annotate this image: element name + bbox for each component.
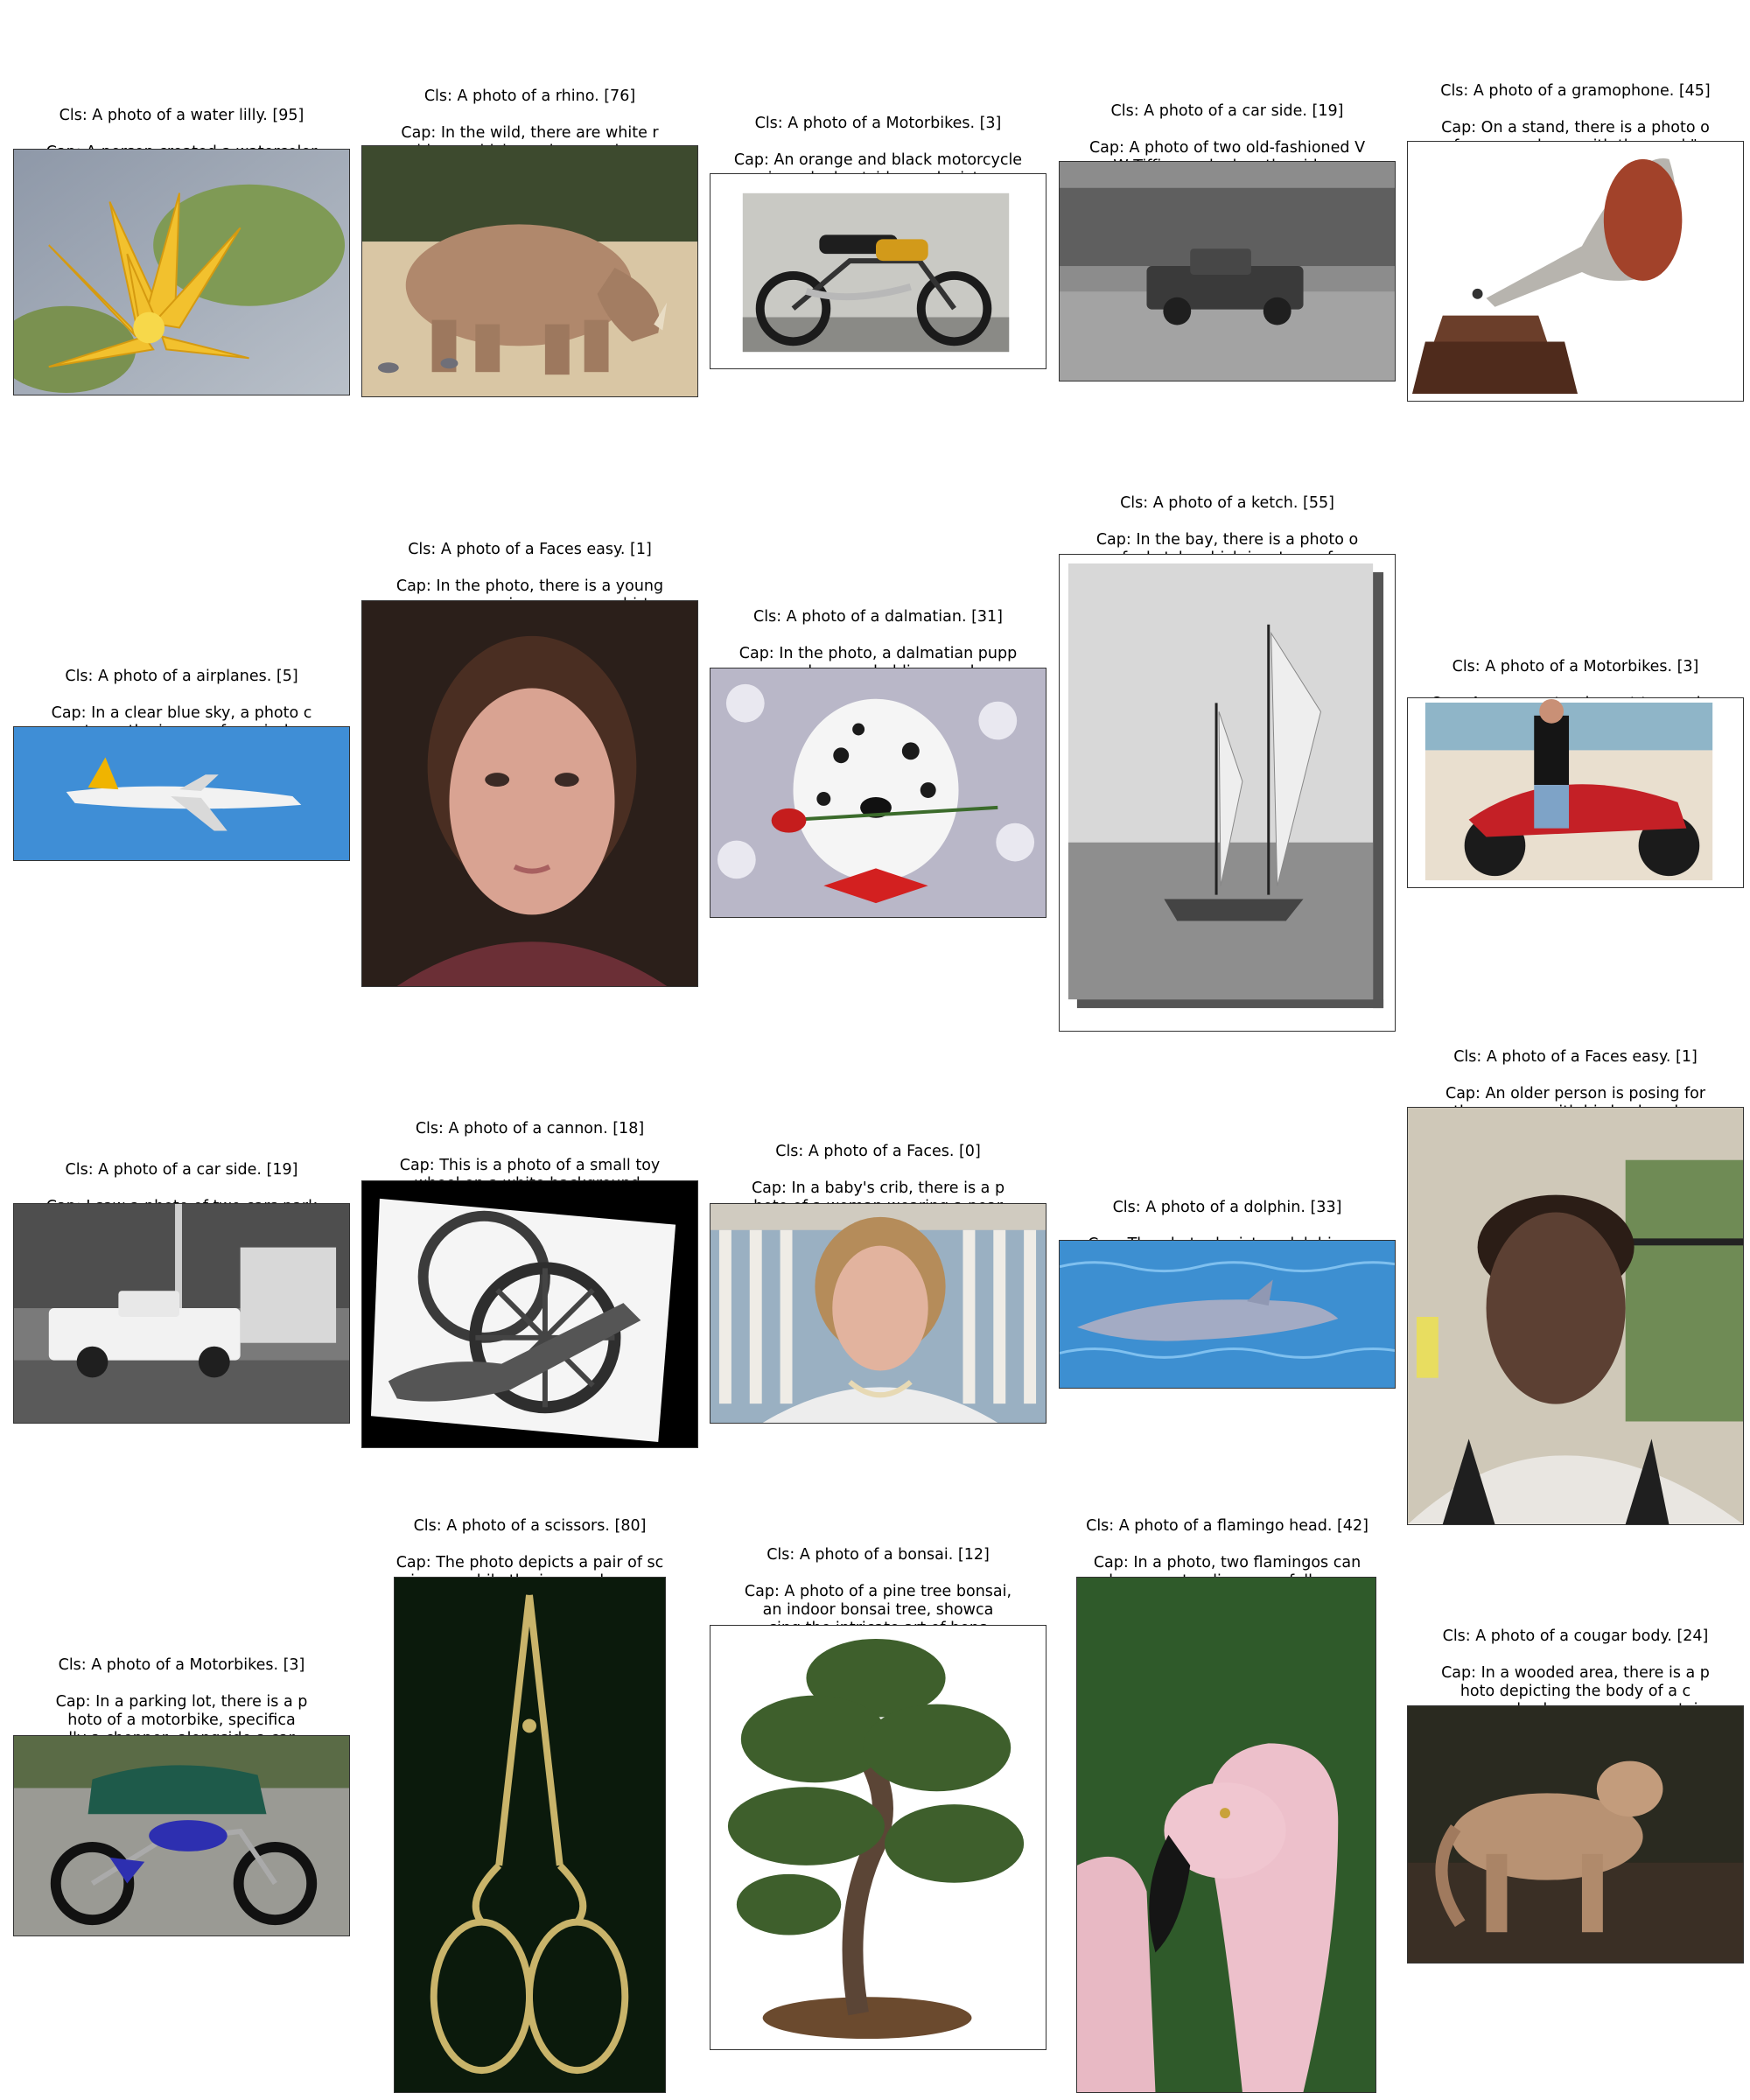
cls-label: Cls: A photo of a Motorbikes. [3] (58, 1656, 305, 1674)
face-woman-crib-image (710, 1203, 1046, 1424)
cls-label: Cls: A photo of a dalmatian. [31] (753, 608, 1003, 626)
cls-label: Cls: A photo of a flamingo head. [42] (1086, 1517, 1368, 1535)
flamingo-head-image (1076, 1577, 1376, 2093)
ketch-image (1059, 554, 1396, 1032)
cls-label: Cls: A photo of a dolphin. [33] (1112, 1199, 1342, 1216)
face-young-woman-image (361, 600, 698, 987)
cannon-image (361, 1180, 698, 1448)
figure-cell-car-side-vw: Cls: A photo of a car side. [19] Cap: A … (1059, 0, 1396, 402)
water-lily-image (13, 149, 350, 396)
figure-cell-flamingo-head: Cls: A photo of a flamingo head. [42] Ca… (1059, 0, 1396, 2100)
motorbike-orange-image (710, 173, 1046, 369)
cls-label: Cls: A photo of a gramophone. [45] (1440, 82, 1711, 100)
figure-cell-cougar: Cls: A photo of a cougar body. [24] Cap:… (1407, 0, 1744, 2012)
dolphin-image (1059, 1240, 1396, 1389)
figure-cell-rhino: Cls: A photo of a rhino. [76] Cap: In th… (361, 0, 698, 402)
figure-cell-face-woman-crib: Cls: A photo of a Faces. [0] Cap: In a b… (710, 0, 1046, 1444)
cls-label: Cls: A photo of a cannon. [18] (415, 1120, 645, 1138)
figure-cell-motorbike-chopper: Cls: A photo of a Motorbikes. [3] Cap: I… (13, 0, 350, 1969)
figure-cell-motorbike-red: Cls: A photo of a Motorbikes. [3] Cap: A… (1407, 0, 1744, 919)
cls-label: Cls: A photo of a Faces easy. [1] (1453, 1048, 1698, 1066)
scissors-image (394, 1577, 666, 2093)
cls-label: Cls: A photo of a Motorbikes. [3] (754, 115, 1002, 132)
cls-label: Cls: A photo of a cougar body. [24] (1442, 1628, 1709, 1645)
cls-label: Cls: A photo of a scissors. [80] (413, 1517, 647, 1535)
cls-label: Cls: A photo of a car side. [19] (1110, 102, 1344, 120)
cls-label: Cls: A photo of a bonsai. [12] (766, 1546, 990, 1564)
figure-cell-bonsai: Cls: A photo of a bonsai. [12] Cap: A ph… (710, 0, 1046, 2100)
cls-label: Cls: A photo of a rhino. [76] (424, 88, 636, 105)
cell-caption: Cls: A photo of a Motorbikes. [3] Cap: I… (13, 1638, 350, 1785)
cls-label: Cls: A photo of a car side. [19] (65, 1161, 298, 1179)
airplane-image (13, 726, 350, 861)
cls-label: Cls: A photo of a airplanes. [5] (65, 668, 298, 685)
motorbike-red-image (1407, 697, 1744, 888)
cls-label: Cls: A photo of a ketch. [55] (1120, 494, 1334, 512)
bonsai-image (710, 1625, 1046, 2050)
cls-label: Cls: A photo of a Faces easy. [1] (408, 541, 652, 558)
figure-cell-airplane: Cls: A photo of a airplanes. [5] Cap: In… (13, 0, 350, 875)
figure-cell-face-young-woman: Cls: A photo of a Faces easy. [1] Cap: I… (361, 0, 698, 1006)
cougar-image (1407, 1705, 1744, 1964)
car-side-street-image (13, 1203, 350, 1424)
figure-cell-dolphin: Cls: A photo of a dolphin. [33] Cap: The… (1059, 0, 1396, 1444)
figure-cell-car-side-street: Cls: A photo of a car side. [19] Cap: I … (13, 0, 350, 1444)
car-side-vw-image (1059, 161, 1396, 382)
figure-cell-scissors: Cls: A photo of a scissors. [80] Cap: Th… (361, 0, 698, 2100)
motorbike-chopper-image (13, 1735, 350, 1936)
cap-label: Cap: In a parking lot, there is a p hoto… (55, 1693, 308, 1766)
gramophone-image (1407, 141, 1744, 402)
figure-cell-face-man-backpack: Cls: A photo of a Faces easy. [1] Cap: A… (1407, 0, 1744, 1575)
rhino-image (361, 145, 698, 397)
cls-label: Cls: A photo of a Faces. [0] (775, 1143, 981, 1160)
figure-cell-motorbike-orange: Cls: A photo of a Motorbikes. [3] Cap: A… (710, 0, 1046, 402)
figure-cell-gramophone: Cls: A photo of a gramophone. [45] Cap: … (1407, 0, 1744, 402)
cls-label: Cls: A photo of a water lilly. [95] (59, 107, 304, 124)
cls-label: Cls: A photo of a Motorbikes. [3] (1452, 658, 1699, 676)
figure-cell-dalmatian: Cls: A photo of a dalmatian. [31] Cap: I… (710, 0, 1046, 962)
figure-cell-ketch: Cls: A photo of a ketch. [55] Cap: In th… (1059, 0, 1396, 1050)
dalmatian-image (710, 668, 1046, 918)
face-man-backpack-image (1407, 1107, 1744, 1525)
figure-cell-water-lily: Cls: A photo of a water lilly. [95] Cap:… (13, 0, 350, 402)
figure-cell-cannon: Cls: A photo of a cannon. [18] Cap: This… (361, 0, 698, 1488)
